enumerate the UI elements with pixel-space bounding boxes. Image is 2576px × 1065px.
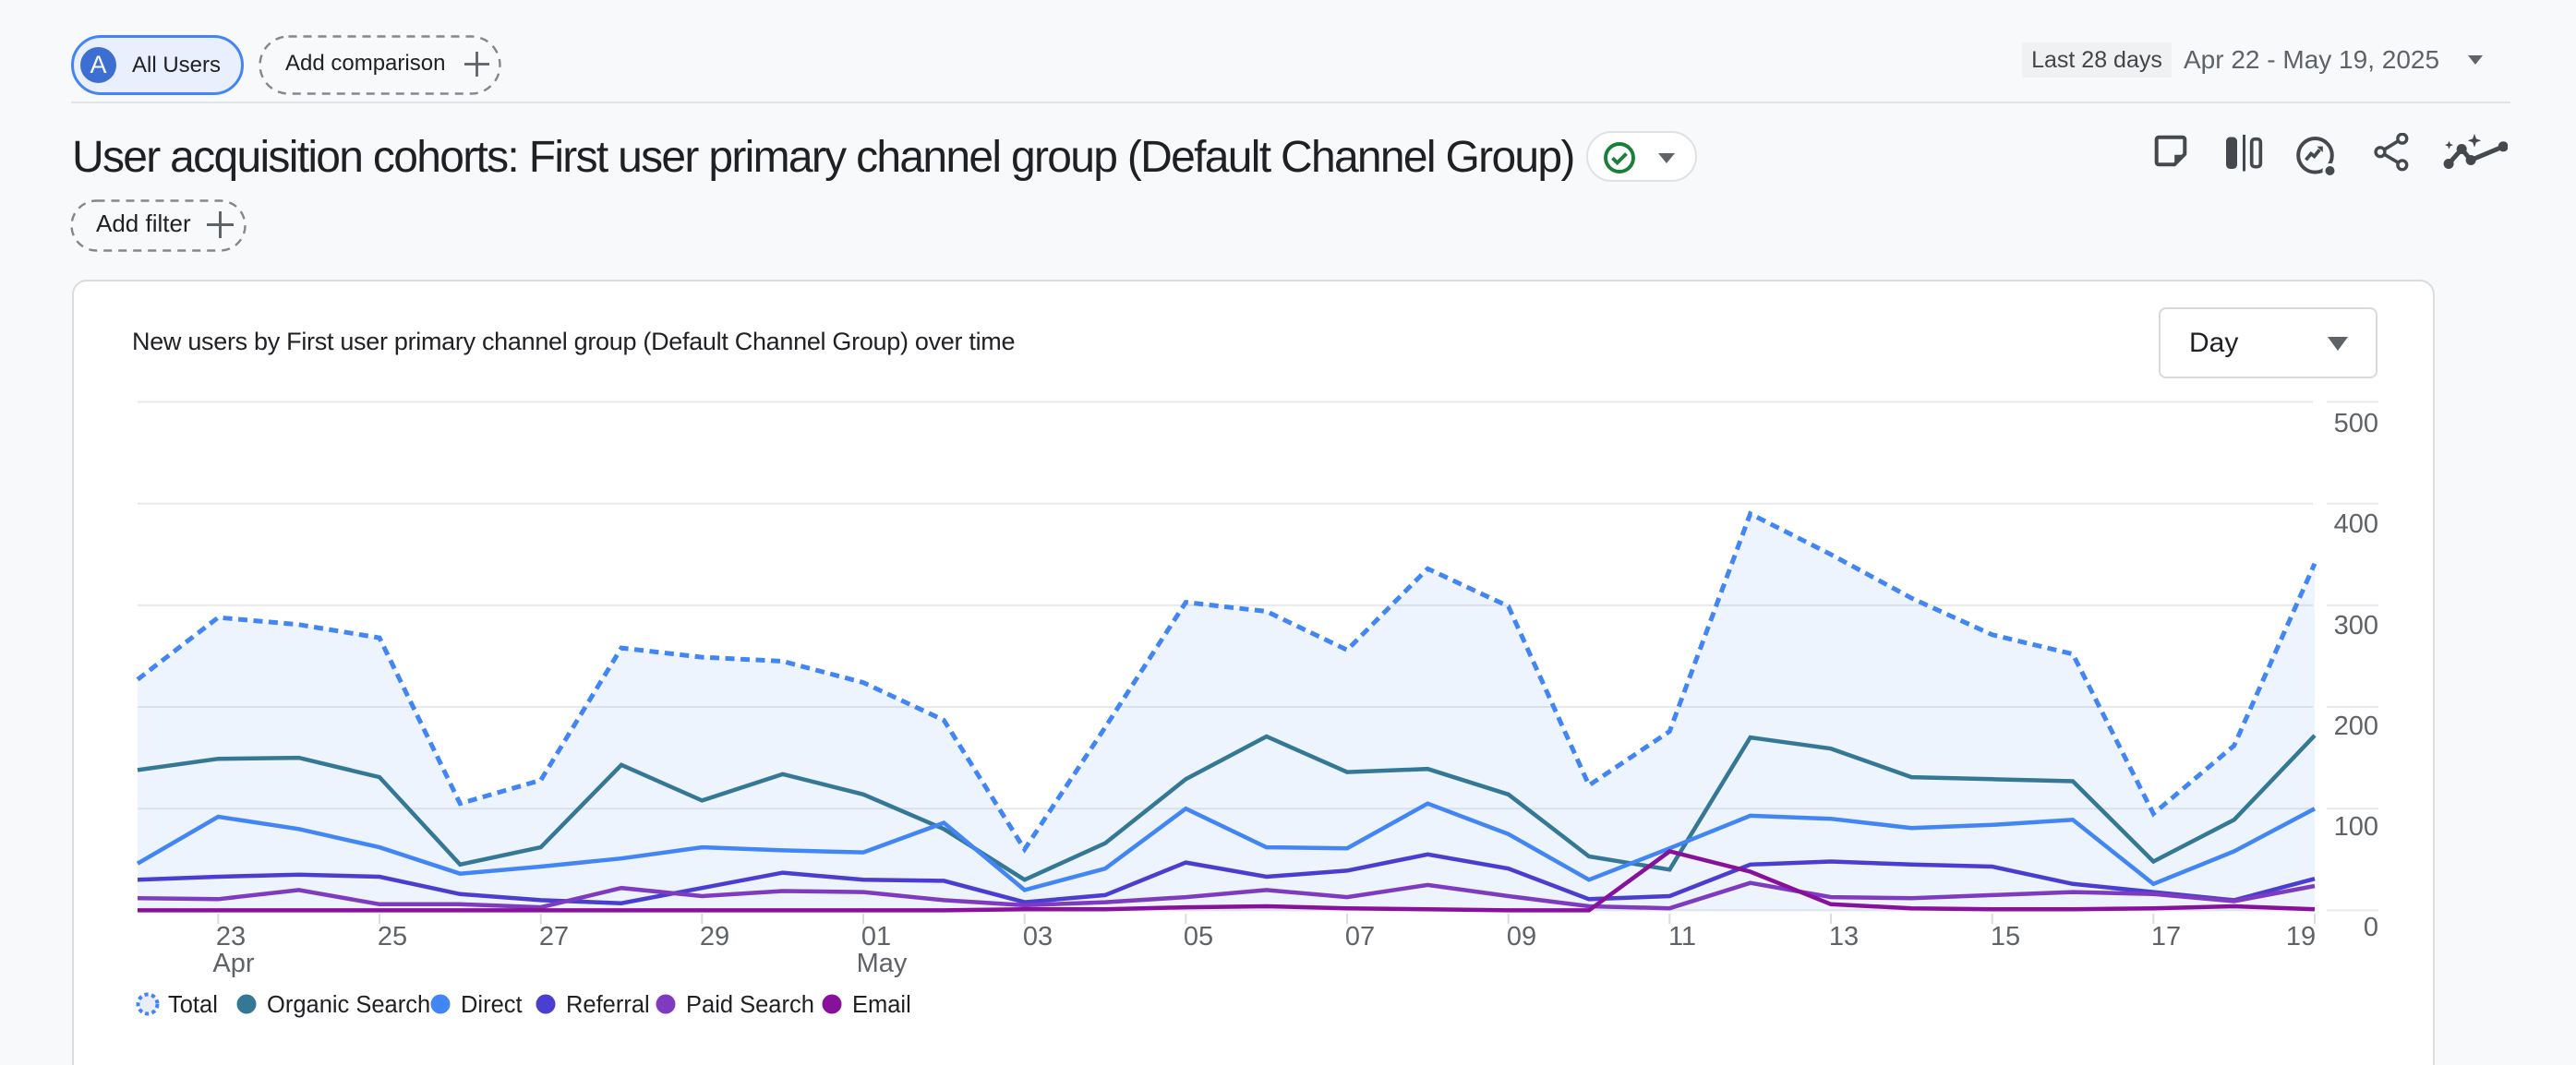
svg-text:23: 23: [216, 922, 246, 951]
svg-text:19: 19: [2286, 922, 2316, 951]
svg-text:100: 100: [2334, 812, 2378, 842]
svg-text:07: 07: [1345, 922, 1375, 951]
svg-text:500: 500: [2334, 409, 2378, 438]
svg-text:29: 29: [700, 922, 729, 951]
svg-text:Total: Total: [168, 992, 218, 1018]
svg-text:27: 27: [539, 922, 569, 951]
svg-text:200: 200: [2334, 712, 2378, 741]
svg-text:03: 03: [1023, 922, 1053, 951]
svg-text:300: 300: [2334, 611, 2378, 640]
svg-text:13: 13: [1829, 922, 1859, 951]
svg-text:Email: Email: [852, 992, 911, 1018]
svg-text:09: 09: [1507, 922, 1536, 951]
svg-text:05: 05: [1184, 922, 1213, 951]
svg-text:15: 15: [1991, 922, 2020, 951]
svg-text:Referral: Referral: [566, 992, 650, 1018]
svg-text:25: 25: [378, 922, 407, 951]
svg-text:400: 400: [2334, 509, 2378, 539]
svg-text:17: 17: [2151, 922, 2181, 951]
svg-text:11: 11: [1668, 922, 1696, 951]
svg-text:01: 01: [861, 922, 891, 951]
svg-text:Apr: Apr: [212, 949, 254, 978]
svg-text:Organic Search: Organic Search: [267, 992, 430, 1018]
svg-text:0: 0: [2364, 913, 2378, 942]
svg-text:May: May: [857, 949, 908, 978]
svg-text:Paid Search: Paid Search: [686, 992, 814, 1018]
svg-text:Direct: Direct: [461, 992, 523, 1018]
